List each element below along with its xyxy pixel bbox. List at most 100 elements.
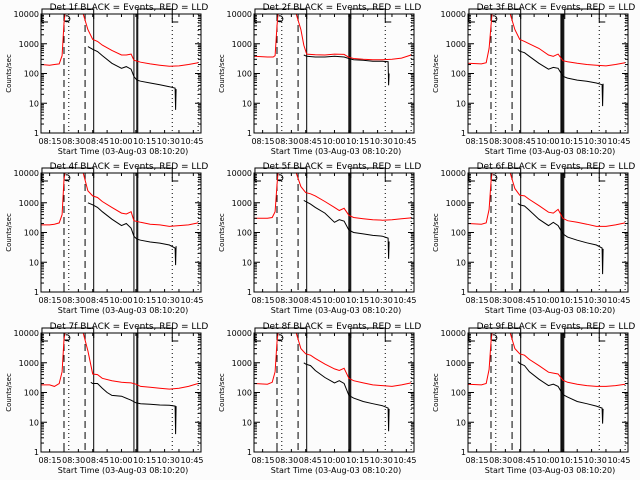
y-axis-label: Counts/sec bbox=[432, 54, 440, 93]
x-tick-label: 08:15 bbox=[38, 456, 61, 465]
y-tick-label: 1000 bbox=[19, 199, 39, 208]
y-tick-label: 1000 bbox=[232, 359, 252, 368]
y-tick-label: 10000 bbox=[227, 329, 252, 338]
y-tick-label: 10 bbox=[456, 99, 466, 108]
panel-4: 1 10 100 1000 10000 08:15 08:30 08:45 10:00 10:15… bbox=[5, 162, 208, 315]
x-tick-label: 10:45 bbox=[180, 137, 203, 146]
x-tick-label: 08:45 bbox=[299, 456, 322, 465]
series-line-events bbox=[90, 381, 177, 435]
y-tick-label: 10 bbox=[456, 418, 466, 427]
y-tick-label: 100 bbox=[237, 70, 252, 79]
y-tick-label: 100 bbox=[451, 70, 466, 79]
x-tick-label: 10:00 bbox=[322, 456, 345, 465]
series-line-lld bbox=[41, 173, 199, 227]
x-tick-label: 08:15 bbox=[465, 456, 488, 465]
y-tick-label: 10000 bbox=[14, 169, 39, 178]
y-tick-label: 1 bbox=[247, 129, 252, 138]
plot-frame bbox=[253, 13, 415, 134]
plot-frame bbox=[253, 172, 415, 293]
time-bracket-marker bbox=[384, 172, 393, 182]
y-tick-label: 10000 bbox=[441, 329, 466, 338]
series-line-lld bbox=[254, 173, 412, 221]
y-tick-label: 10 bbox=[456, 258, 466, 267]
y-tick-label: 100 bbox=[24, 229, 39, 238]
y-tick-label: 100 bbox=[237, 389, 252, 398]
x-tick-label: 10:00 bbox=[536, 296, 559, 305]
plot-frame bbox=[40, 172, 202, 293]
y-tick-label: 100 bbox=[237, 229, 252, 238]
y-tick-label: 10 bbox=[29, 418, 39, 427]
panel-8: 1 10 100 1000 10000 08:15 08:30 08:45 10:00 10:15… bbox=[218, 322, 421, 475]
y-tick-label: 10000 bbox=[227, 10, 252, 19]
x-axis-label: Start Time (03-Aug-03 08:10:20) bbox=[58, 466, 189, 475]
x-tick-label: 08:15 bbox=[38, 137, 61, 146]
panel-title: Det 9f BLACK = Events, RED = LLD bbox=[477, 322, 636, 332]
y-tick-label: 10000 bbox=[441, 10, 466, 19]
time-bracket-marker bbox=[384, 332, 393, 342]
y-axis-label: Counts/sec bbox=[5, 213, 13, 252]
x-tick-label: 10:15 bbox=[560, 296, 583, 305]
panel-title: Det 6f BLACK = Events, RED = LLD bbox=[477, 162, 636, 172]
y-axis-label: Counts/sec bbox=[218, 373, 226, 412]
y-tick-label: 1 bbox=[461, 448, 466, 457]
y-tick-label: 1 bbox=[461, 288, 466, 297]
series-line-events bbox=[303, 54, 390, 86]
y-tick-label: 1000 bbox=[232, 199, 252, 208]
y-tick-label: 1000 bbox=[446, 359, 466, 368]
series-line-lld bbox=[254, 333, 412, 387]
saturation-marker-icon bbox=[490, 174, 498, 182]
x-axis-label: Start Time (03-Aug-03 08:10:20) bbox=[58, 306, 189, 315]
panel-title: Det 5f BLACK = Events, RED = LLD bbox=[263, 162, 422, 172]
plot-frame bbox=[253, 332, 415, 453]
series-line-events bbox=[303, 199, 390, 259]
y-tick-label: 1000 bbox=[446, 199, 466, 208]
y-tick-label: 10 bbox=[242, 418, 252, 427]
x-tick-label: 10:15 bbox=[133, 296, 156, 305]
x-tick-label: 10:15 bbox=[346, 456, 369, 465]
y-tick-label: 10 bbox=[29, 258, 39, 267]
y-axis-label: Counts/sec bbox=[432, 213, 440, 252]
y-tick-label: 100 bbox=[451, 229, 466, 238]
series-line-lld bbox=[41, 14, 199, 67]
plot-frame bbox=[40, 13, 202, 134]
y-tick-label: 1 bbox=[247, 288, 252, 297]
time-bracket-marker bbox=[171, 13, 180, 23]
x-tick-label: 10:30 bbox=[584, 296, 607, 305]
time-bracket-marker bbox=[598, 13, 607, 23]
x-tick-label: 10:00 bbox=[109, 456, 132, 465]
y-tick-label: 1000 bbox=[19, 359, 39, 368]
panel-title: Det 8f BLACK = Events, RED = LLD bbox=[263, 322, 422, 332]
y-tick-label: 1000 bbox=[19, 40, 39, 49]
x-tick-label: 08:30 bbox=[275, 296, 298, 305]
x-tick-label: 10:45 bbox=[180, 456, 203, 465]
x-axis-label: Start Time (03-Aug-03 08:10:20) bbox=[271, 466, 402, 475]
panel-title: Det 2f BLACK = Events, RED = LLD bbox=[263, 3, 422, 13]
x-tick-label: 08:30 bbox=[275, 137, 298, 146]
y-tick-label: 1 bbox=[34, 129, 39, 138]
saturation-marker-icon bbox=[63, 174, 71, 182]
y-tick-label: 1 bbox=[34, 288, 39, 297]
x-tick-label: 08:15 bbox=[465, 137, 488, 146]
plot-frame bbox=[467, 13, 629, 134]
x-tick-label: 10:00 bbox=[322, 296, 345, 305]
series-line-events bbox=[87, 46, 177, 110]
series-line-lld bbox=[41, 333, 199, 390]
plot-frame bbox=[40, 332, 202, 453]
y-tick-label: 1 bbox=[34, 448, 39, 457]
x-tick-label: 08:15 bbox=[251, 137, 274, 146]
y-axis-label: Counts/sec bbox=[432, 373, 440, 412]
x-tick-label: 10:15 bbox=[560, 137, 583, 146]
time-bracket-marker bbox=[598, 332, 607, 342]
y-tick-label: 10 bbox=[242, 99, 252, 108]
x-axis-label: Start Time (03-Aug-03 08:10:20) bbox=[271, 147, 402, 156]
series-line-lld bbox=[468, 333, 626, 387]
x-tick-label: 08:45 bbox=[299, 137, 322, 146]
x-tick-label: 08:45 bbox=[299, 296, 322, 305]
x-tick-label: 08:30 bbox=[62, 456, 85, 465]
x-tick-label: 10:45 bbox=[393, 137, 416, 146]
y-tick-label: 10000 bbox=[14, 329, 39, 338]
x-tick-label: 10:30 bbox=[584, 456, 607, 465]
panel-1: 1 10 100 1000 10000 08:15 08:30 08:45 10:00 10:15… bbox=[5, 3, 208, 156]
y-tick-label: 100 bbox=[24, 70, 39, 79]
x-tick-label: 10:30 bbox=[157, 137, 180, 146]
